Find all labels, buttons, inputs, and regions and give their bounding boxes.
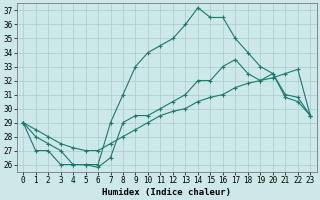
X-axis label: Humidex (Indice chaleur): Humidex (Indice chaleur) xyxy=(102,188,231,197)
